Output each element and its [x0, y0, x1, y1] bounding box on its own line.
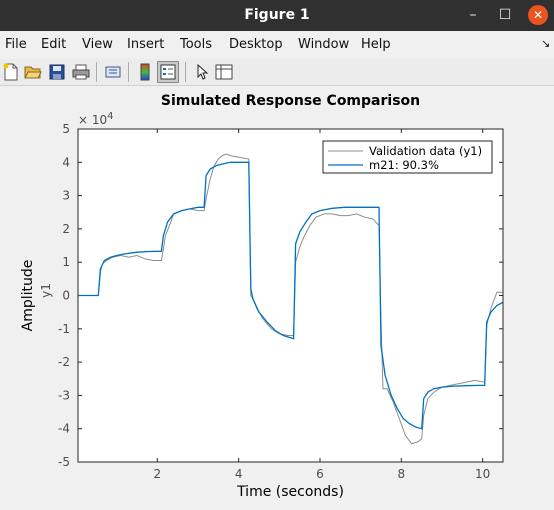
y-tick-label: -5: [58, 455, 70, 469]
new-figure-icon[interactable]: [0, 61, 22, 83]
menu-window[interactable]: Window: [298, 37, 350, 52]
y-channel-label: y1: [39, 283, 53, 298]
menu-dock-arrow-icon[interactable]: ↘: [541, 37, 551, 50]
legend-box: [322, 140, 493, 174]
menu-edit[interactable]: Edit: [41, 37, 67, 52]
toolbar-separator: [96, 62, 97, 82]
y-tick-label: -1: [58, 322, 70, 336]
menu-help[interactable]: Help: [361, 37, 391, 52]
y-tick-label: 3: [62, 189, 70, 203]
chart-svg: Simulated Response Comparison × 104 2 4 6 8…: [20, 93, 504, 500]
y-tick-label: 1: [62, 255, 70, 269]
legend-label: m21: 90.3%: [369, 158, 439, 172]
toolbar-separator: [185, 62, 186, 82]
print-icon[interactable]: [70, 61, 92, 83]
toolbar: [0, 59, 554, 86]
colorbar-icon[interactable]: [134, 61, 156, 83]
series-layer: [78, 153, 503, 445]
figure-area: Simulated Response Comparison × 104 2 4 6 8…: [0, 86, 554, 506]
property-inspector-icon[interactable]: [213, 61, 235, 83]
link-icon[interactable]: [102, 61, 124, 83]
chart-title: Simulated Response Comparison: [161, 93, 420, 109]
x-tick-label: 4: [235, 467, 243, 481]
y-tick-label: -4: [58, 422, 70, 436]
x-tick-label: 6: [316, 467, 324, 481]
menu-bar: File Edit View Insert Tools Desktop Wind…: [0, 33, 554, 57]
menu-view[interactable]: View: [82, 37, 113, 52]
series-line-model: [78, 161, 503, 430]
axis-ticks: 2 4 6 8 10 -5 -4 -3 -2 -1 0 1 2 3 4 5: [58, 122, 503, 481]
save-icon[interactable]: [46, 61, 68, 83]
legend[interactable]: Validation data (y1)m21: 90.3%: [322, 140, 493, 174]
x-tick-label: 10: [475, 467, 490, 481]
menu-insert[interactable]: Insert: [127, 37, 165, 52]
x-axis-label: Time (seconds): [236, 484, 344, 500]
pointer-icon[interactable]: [191, 61, 213, 83]
y-axis-label: Amplitude: [20, 260, 36, 332]
menu-file[interactable]: File: [5, 37, 27, 52]
maximize-button[interactable]: ☐: [498, 7, 512, 23]
window-titlebar: Figure 1 – ☐ ✕: [0, 0, 554, 31]
y-exponent-text: × 104: [78, 111, 114, 127]
legend-icon[interactable]: [157, 61, 179, 83]
y-tick-label: -2: [58, 355, 70, 369]
y-exponent-label: × 104: [78, 111, 114, 127]
y-tick-label: 4: [62, 155, 70, 169]
y-tick-label: 5: [62, 122, 70, 136]
toolbar-separator: [128, 62, 129, 82]
x-tick-label: 8: [398, 467, 406, 481]
axes-background: [78, 129, 503, 462]
menu-desktop[interactable]: Desktop: [229, 37, 283, 52]
axes-frame: [77, 128, 504, 463]
y-tick-label: 0: [62, 289, 70, 303]
series-line-validation: [78, 153, 503, 445]
close-button[interactable]: ✕: [528, 5, 548, 25]
menu-tools[interactable]: Tools: [180, 37, 213, 52]
legend-label: Validation data (y1): [369, 144, 482, 158]
window-title: Figure 1: [244, 7, 310, 23]
open-file-icon[interactable]: [22, 61, 44, 83]
y-exponent-power: 4: [107, 111, 113, 122]
y-tick-label: -3: [58, 388, 70, 402]
y-tick-label: 2: [62, 222, 70, 236]
minimize-button[interactable]: –: [469, 7, 477, 23]
x-tick-label: 2: [153, 467, 161, 481]
